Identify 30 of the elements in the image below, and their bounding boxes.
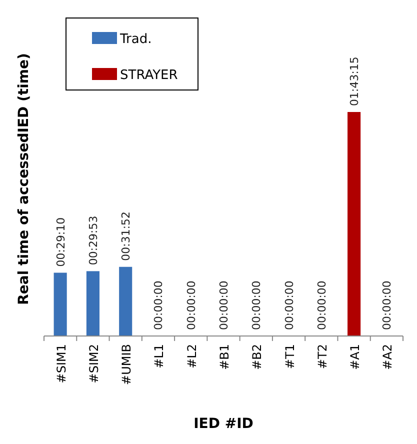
x-tick-label: #T1 <box>282 344 297 370</box>
x-tick-label: #L2 <box>184 344 199 368</box>
x-tick-label: #A1 <box>348 344 362 370</box>
data-label: 00:00:00 <box>380 280 394 330</box>
x-tick-label: #SIM1 <box>54 344 68 384</box>
data-label: 00:00:00 <box>184 280 198 330</box>
bar <box>54 272 67 336</box>
legend-label: STRAYER <box>120 68 178 83</box>
x-tick-label: #L1 <box>152 344 166 368</box>
bar <box>86 271 100 336</box>
x-tick-label: #T2 <box>315 344 330 370</box>
x-tick-label: #B2 <box>250 344 264 370</box>
x-tick-label: #A2 <box>380 344 395 370</box>
x-axis-title: IED #ID <box>194 416 254 432</box>
data-label: 00:00:00 <box>152 280 166 330</box>
data-label: 00:31:52 <box>120 211 133 261</box>
legend-label: Trad. <box>119 32 152 47</box>
data-label: 00:00:00 <box>218 280 230 330</box>
data-label: 00:00:00 <box>315 280 328 330</box>
data-label: 00:00:00 <box>250 280 264 330</box>
data-label: 01:43:15 <box>348 56 362 106</box>
x-tick-label: #UMIB <box>120 344 134 385</box>
bar <box>348 112 361 336</box>
x-tick-label: #SIM2 <box>86 344 101 384</box>
data-label: 00:00:00 <box>282 280 296 330</box>
data-label: 00:29:53 <box>86 216 100 266</box>
x-tick-label: #B1 <box>218 344 232 370</box>
bar <box>119 266 132 336</box>
y-axis-title: Real time of accessedIED (time) <box>16 53 32 305</box>
data-label: 00:29:10 <box>54 217 68 267</box>
